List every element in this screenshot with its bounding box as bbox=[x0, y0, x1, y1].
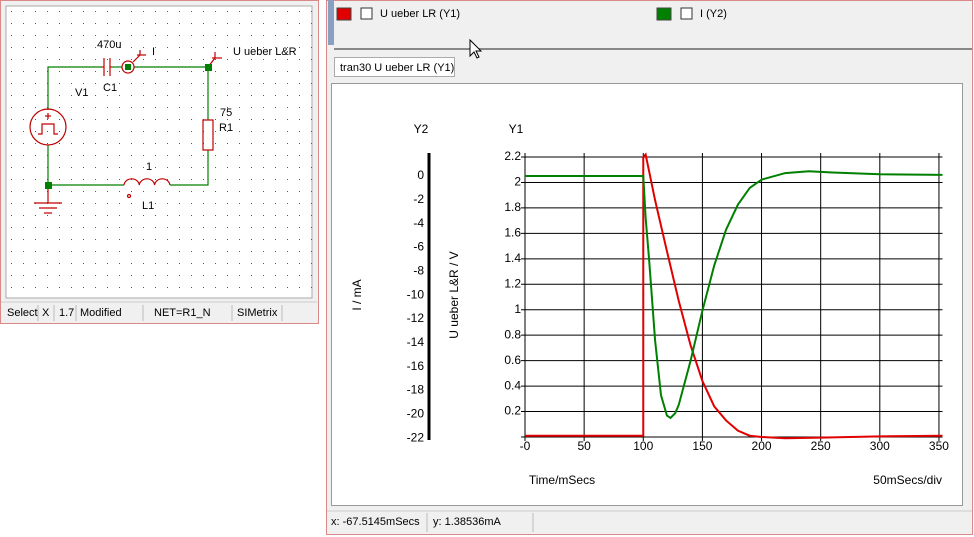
label: L1 bbox=[142, 200, 154, 212]
series-line bbox=[525, 152, 943, 440]
x-tick-label: -0 bbox=[520, 439, 531, 453]
y1-tick-label: 0.6 bbox=[504, 353, 521, 367]
label: 1 bbox=[146, 161, 152, 173]
legend-checkbox[interactable] bbox=[360, 7, 373, 20]
y2-tick-label: -12 bbox=[407, 311, 425, 325]
legend-label: U ueber LR (Y1) bbox=[380, 8, 460, 20]
y2-tick-label: -2 bbox=[413, 192, 424, 206]
status-field: x: -67.5145mSecs bbox=[331, 516, 420, 528]
tab[interactable] bbox=[334, 57, 455, 77]
axis-label: Time/mSecs bbox=[529, 473, 595, 487]
y1-tick-label: 2 bbox=[514, 175, 521, 189]
status-field: 1.7 bbox=[59, 307, 74, 319]
y2-tick-label: -10 bbox=[407, 287, 425, 301]
label: U ueber L&R bbox=[233, 46, 297, 58]
y2-tick-label: -16 bbox=[407, 359, 425, 373]
y1-tick-label: 2.2 bbox=[504, 149, 521, 163]
y2-tick-label: -14 bbox=[407, 335, 425, 349]
y2-tick-label: -6 bbox=[413, 240, 424, 254]
legend-swatch bbox=[656, 7, 672, 21]
schematic-window: 470u C1 I U ueber L&R V1 75 R1 1 L1 Sele… bbox=[0, 0, 319, 324]
y1-tick-label: 1.2 bbox=[504, 276, 521, 290]
legend-swatch bbox=[336, 7, 352, 21]
legend-label: I (Y2) bbox=[700, 8, 727, 20]
label: 470u bbox=[97, 39, 121, 51]
status-field: y: 1.38536mA bbox=[433, 516, 502, 528]
y1-tick-label: 1.8 bbox=[504, 200, 521, 214]
sash[interactable] bbox=[328, 0, 334, 45]
x-tick-label: 150 bbox=[692, 439, 712, 453]
status-field: NET=R1_N bbox=[154, 307, 211, 319]
y1-tick-label: 1.6 bbox=[504, 226, 521, 240]
y1-tick-label: 0.8 bbox=[504, 327, 521, 341]
div-label: 50mSecs/div bbox=[873, 473, 942, 487]
y1-tick-label: 0.2 bbox=[504, 404, 521, 418]
probe-dot bbox=[125, 64, 131, 70]
axis-title: Y2 bbox=[414, 122, 429, 136]
plot: -0 50 100 150 200 250 300 350 0.2 0.4 0.6 0.8 1 1.2 1.… bbox=[350, 122, 949, 487]
label: V1 bbox=[75, 87, 88, 99]
x-tick-label: 250 bbox=[811, 439, 831, 453]
x-tick-label: 100 bbox=[633, 439, 653, 453]
y1-tick-label: 0.4 bbox=[504, 378, 521, 392]
status-bar: Select X 1.7 Modified NET=R1_N SIMetrix bbox=[1, 301, 317, 321]
axis-title: Y1 bbox=[509, 122, 524, 136]
legend-checkbox[interactable] bbox=[680, 7, 693, 20]
x-tick-label: 50 bbox=[577, 439, 591, 453]
y2-tick-label: -22 bbox=[407, 430, 425, 444]
y2-tick-label: -18 bbox=[407, 383, 425, 397]
status-field: SIMetrix bbox=[237, 307, 278, 319]
plot-panel bbox=[331, 83, 963, 506]
series-line bbox=[525, 170, 943, 420]
x-tick-label: 300 bbox=[870, 439, 890, 453]
tab-label[interactable]: tran30 U ueber LR (Y1) bbox=[340, 62, 454, 74]
status-bar: x: -67.5145mSecs y: 1.38536mA bbox=[327, 510, 972, 532]
y1-tick-label: 1.4 bbox=[504, 251, 521, 265]
graph-window: U ueber LR (Y1) I (Y2) tran30 U ueber LR … bbox=[326, 0, 973, 535]
y2-tick-label: 0 bbox=[417, 168, 424, 182]
cursor bbox=[469, 38, 483, 59]
status-field: X bbox=[42, 307, 50, 319]
status-field: Modified bbox=[80, 307, 122, 319]
legend: U ueber LR (Y1) I (Y2) bbox=[336, 7, 727, 21]
label: 75 bbox=[220, 107, 232, 119]
label: C1 bbox=[103, 82, 117, 94]
grid-dots bbox=[6, 6, 312, 298]
components bbox=[29, 50, 222, 214]
x-tick-label: 200 bbox=[752, 439, 772, 453]
junction bbox=[205, 64, 212, 71]
label: R1 bbox=[219, 122, 233, 134]
label: I bbox=[152, 46, 155, 58]
x-tick-label: 350 bbox=[929, 439, 949, 453]
y2-tick-label: -8 bbox=[413, 264, 424, 278]
status-field: Select bbox=[7, 307, 38, 319]
axis-label: I / mA bbox=[350, 279, 364, 310]
axis-label: U ueber L&R / V bbox=[447, 251, 461, 338]
junction bbox=[45, 182, 52, 189]
y2-tick-label: -4 bbox=[413, 216, 424, 230]
y2-tick-label: -20 bbox=[407, 407, 425, 421]
y1-tick-label: 1 bbox=[514, 302, 521, 316]
